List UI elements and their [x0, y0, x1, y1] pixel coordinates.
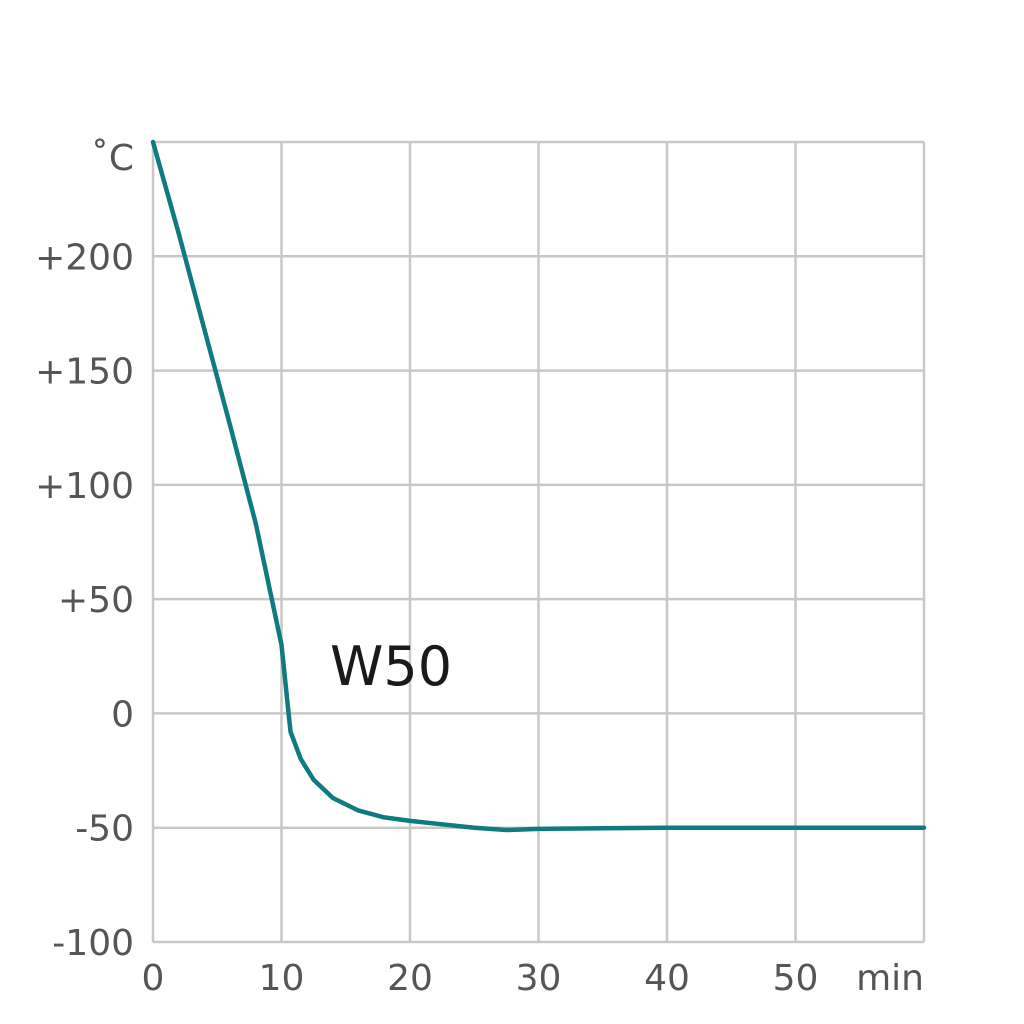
y-tick-label: -50	[75, 809, 134, 850]
y-tick-label: +150	[35, 352, 134, 393]
x-tick-label: 40	[644, 958, 690, 999]
x-tick-label: 30	[516, 958, 562, 999]
series-group	[150, 139, 927, 833]
x-tick-label: 10	[259, 958, 305, 999]
x-axis-tick-labels: 0 10 20 30 40 50	[142, 958, 819, 999]
x-tick-label: 0	[142, 958, 165, 999]
y-tick-label: -100	[52, 923, 134, 964]
y-axis-unit-label: ˚C	[91, 138, 134, 179]
y-tick-label: +200	[35, 237, 134, 278]
grid	[151, 140, 926, 944]
series-line	[150, 139, 927, 833]
x-axis-unit-label: min	[856, 958, 924, 999]
y-axis-tick-labels: -100 -50 0 +50 +100 +150 +200	[35, 237, 134, 964]
y-tick-label: +100	[35, 466, 134, 507]
x-tick-label: 50	[773, 958, 819, 999]
y-tick-label: +50	[58, 580, 134, 621]
x-tick-label: 20	[387, 958, 433, 999]
series-annotation-label: W50	[330, 635, 452, 698]
y-tick-label: 0	[111, 694, 134, 735]
